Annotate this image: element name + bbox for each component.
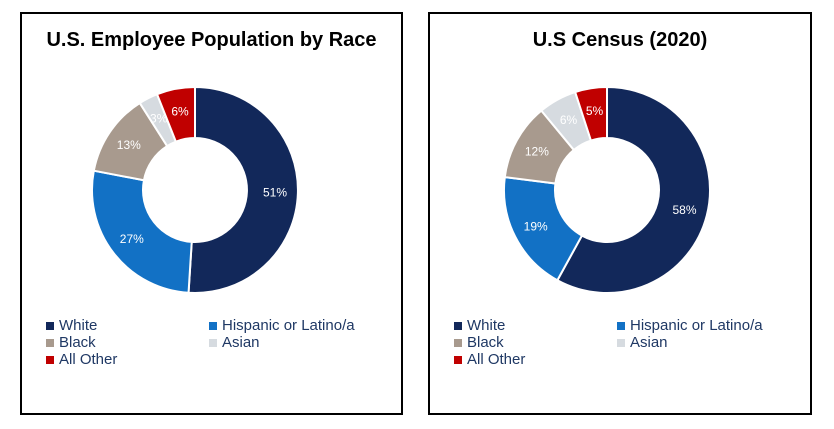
legend-item-black: Black xyxy=(454,334,617,351)
legend-item-white: White xyxy=(454,317,617,334)
legend-item-hispanic-or-latino-a: Hispanic or Latino/a xyxy=(617,317,794,334)
legend-swatch-white xyxy=(454,321,462,330)
donut-slice-all-other xyxy=(156,86,196,143)
slice-value-label-all-other: 5% xyxy=(586,104,604,118)
slice-value-label-black: 13% xyxy=(117,138,141,152)
slice-value-label-white: 51% xyxy=(263,186,287,200)
slice-value-label-hispanic-or-latino-a: 19% xyxy=(524,219,548,233)
chart-legend-census: White Hispanic or Latino/a Black Asian All O… xyxy=(454,317,794,368)
legend-label-all-other: All Other xyxy=(467,351,526,368)
legend-item-all-other: All Other xyxy=(454,351,617,368)
legend-swatch-white xyxy=(46,321,54,330)
legend-swatch-hispanic-or-latino-a xyxy=(617,321,625,330)
legend-swatch-asian xyxy=(617,338,625,347)
legend-swatch-hispanic-or-latino-a xyxy=(209,321,217,330)
slice-value-label-all-other: 6% xyxy=(171,104,189,118)
donut-chart-census: 58% 19% 12% 6% 5% xyxy=(503,86,711,294)
donut-slice-white xyxy=(187,86,299,294)
chart-title-employee-population: U.S. Employee Population by Race xyxy=(46,29,377,51)
legend-label-black: Black xyxy=(59,334,96,351)
legend-label-black: Black xyxy=(467,334,504,351)
legend-label-white: White xyxy=(59,317,98,334)
legend-swatch-black xyxy=(454,338,462,347)
chart-panel-employee-population: U.S. Employee Population by Race 51% 27% 1… xyxy=(20,12,403,415)
slice-value-label-hispanic-or-latino-a: 27% xyxy=(120,232,144,246)
legend-swatch-black xyxy=(46,338,54,347)
donut-chart-employee-population: 51% 27% 13% 3%6% xyxy=(91,86,299,294)
legend-label-asian: Asian xyxy=(630,334,668,351)
legend-label-white: White xyxy=(467,317,506,334)
slice-value-label-asian: 6% xyxy=(560,113,578,127)
legend-item-hispanic-or-latino-a: Hispanic or Latino/a xyxy=(209,317,386,334)
legend-swatch-asian xyxy=(209,338,217,347)
legend-label-asian: Asian xyxy=(222,334,260,351)
legend-swatch-all-other xyxy=(46,355,54,364)
slice-value-label-asian: 3% xyxy=(150,112,168,126)
donut-slice-hispanic-or-latino-a xyxy=(91,169,193,294)
legend-item-asian: Asian xyxy=(617,334,794,351)
slice-value-label-white: 58% xyxy=(672,203,696,217)
legend-label-hispanic-or-latino-a: Hispanic or Latino/a xyxy=(630,317,763,334)
legend-swatch-all-other xyxy=(454,355,462,364)
legend-item-white: White xyxy=(46,317,209,334)
chart-title-census: U.S Census (2020) xyxy=(532,29,708,51)
chart-panel-census: U.S Census (2020) 58% 19% 12% 6% 5% White His… xyxy=(428,12,812,415)
legend-item-all-other: All Other xyxy=(46,351,209,368)
legend-label-all-other: All Other xyxy=(59,351,118,368)
legend-label-hispanic-or-latino-a: Hispanic or Latino/a xyxy=(222,317,355,334)
legend-item-asian: Asian xyxy=(209,334,386,351)
chart-legend-employee-population: White Hispanic or Latino/a Black Asian All O… xyxy=(46,317,386,368)
donut-slice-all-other xyxy=(574,86,608,142)
donut-slice-white xyxy=(556,86,711,294)
legend-item-black: Black xyxy=(46,334,209,351)
slice-value-label-black: 12% xyxy=(525,145,549,159)
